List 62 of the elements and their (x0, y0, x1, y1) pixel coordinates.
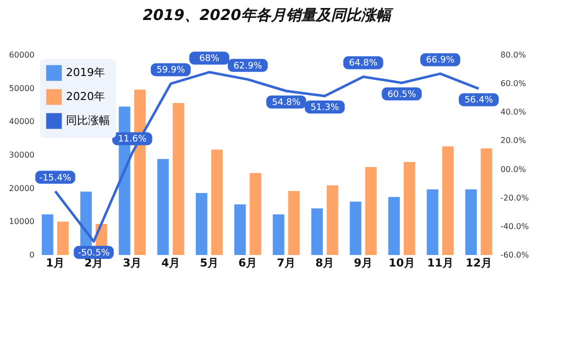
y2-tick-label: 20.0% (500, 136, 526, 146)
chart-title: 2019、2020年各月销量及同比涨幅 (142, 6, 394, 24)
data-label: 54.8% (272, 98, 301, 108)
data-label: 11.6% (118, 134, 147, 145)
data-label: 56.4% (464, 96, 494, 106)
bar (388, 197, 400, 255)
data-label: 64.8% (348, 58, 378, 69)
bar (365, 167, 377, 255)
bar (426, 189, 438, 255)
data-label: 68% (199, 54, 220, 64)
y2-tick-label: 40.0% (500, 108, 526, 117)
y2-tick-label: -60.0% (500, 250, 530, 260)
data-label: -50.5% (78, 248, 110, 258)
bar (311, 208, 323, 255)
data-label: 59.9% (156, 66, 186, 76)
bar (172, 103, 184, 255)
x-tick-label: 7月 (276, 256, 296, 270)
bar (465, 189, 477, 255)
x-tick-label: 6月 (238, 256, 258, 270)
y-tick-label: 10000 (9, 217, 34, 226)
data-label: 51.3% (310, 103, 340, 113)
y2-tick-label: -20.0% (500, 193, 530, 202)
y2-tick-label: 80.0% (500, 50, 526, 60)
bar (404, 162, 416, 255)
bar (250, 173, 262, 255)
data-label: -15.4% (39, 173, 72, 184)
y-tick-label: 30000 (9, 150, 34, 160)
bar (234, 204, 246, 255)
y-tick-label: 60000 (9, 50, 34, 60)
bar (288, 191, 300, 255)
bar (442, 146, 454, 255)
x-tick-label: 1月 (46, 256, 65, 270)
y2-tick-label: -40.0% (500, 222, 530, 231)
y-tick-label: 50000 (9, 84, 34, 93)
data-label: 60.5% (387, 90, 416, 100)
bar (42, 214, 54, 255)
legend-label: 同比涨幅 (66, 114, 110, 127)
data-label: 62.9% (233, 61, 262, 72)
bar (350, 202, 362, 255)
x-tick-label: 10月 (388, 256, 415, 270)
x-tick-label: 3月 (122, 256, 142, 270)
x-tick-label: 5月 (200, 256, 219, 270)
bar (211, 150, 223, 255)
legend-label: 2019年 (66, 66, 105, 79)
x-tick-label: 11月 (427, 256, 454, 270)
bar (196, 193, 208, 255)
legend-label: 2020年 (66, 90, 105, 103)
y-tick-label: 40000 (9, 117, 34, 126)
y2-tick-label: 60.0% (500, 79, 526, 88)
data-label: 66.9% (426, 56, 455, 66)
bar (326, 185, 338, 255)
x-tick-label: 9月 (354, 256, 373, 270)
x-tick-label: 4月 (161, 256, 180, 270)
bar (157, 159, 169, 255)
bar (480, 148, 492, 255)
bar (272, 214, 284, 255)
x-tick-label: 12月 (466, 256, 492, 270)
bar (57, 222, 69, 255)
y-tick-label: 0 (29, 250, 34, 260)
y-tick-label: 20000 (9, 184, 34, 193)
y2-tick-label: 00.0% (500, 164, 526, 174)
x-tick-label: 8月 (315, 256, 334, 270)
